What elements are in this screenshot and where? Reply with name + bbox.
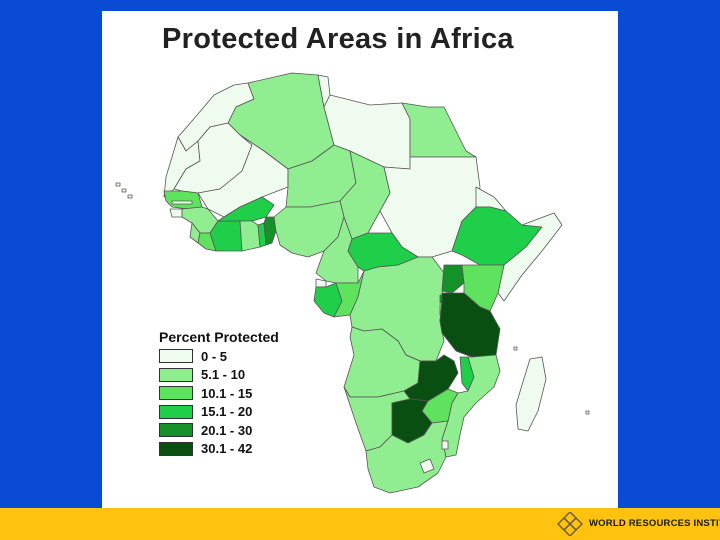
legend-label: 0 - 5: [201, 348, 228, 364]
country-somalia: [497, 212, 563, 302]
legend-title: Percent Protected: [159, 329, 279, 345]
country-gambia: [171, 200, 193, 205]
country-uganda: [441, 264, 465, 294]
legend-swatch: [159, 367, 193, 382]
africa-map: [115, 72, 590, 494]
legend-label: 15.1 - 20: [201, 404, 253, 420]
country-swaziland: [441, 440, 449, 450]
legend-swatch: [159, 404, 193, 419]
country-ghana: [239, 220, 261, 252]
country-egypt: [401, 102, 477, 158]
island-cape-verde-3: [127, 194, 133, 199]
footer-bar: WORLD RESOURCES INSTITUTE: [0, 508, 720, 540]
legend-label: 30.1 - 42: [201, 441, 253, 457]
legend-swatch: [159, 349, 193, 364]
legend-swatch: [159, 441, 193, 456]
legend-item: 0 - 5: [159, 347, 319, 366]
map-panel: Protected Areas in Africa: [102, 11, 618, 508]
country-lesotho: [419, 458, 435, 474]
country-madagascar: [515, 356, 547, 432]
island-cape-verde-2: [121, 188, 127, 193]
island-comoros: [513, 346, 518, 351]
legend-item: 5.1 - 10: [159, 366, 319, 385]
legend-label: 20.1 - 30: [201, 422, 253, 438]
legend-item: 20.1 - 30: [159, 421, 319, 440]
country-senegal: [163, 190, 203, 210]
map-title: Protected Areas in Africa: [162, 23, 514, 55]
country-guinea-bissau: [169, 208, 183, 218]
legend-item: 15.1 - 20: [159, 403, 319, 422]
legend-item: 30.1 - 42: [159, 440, 319, 459]
map-legend: Percent Protected 0 - 5 5.1 - 10 10.1 - 15…: [159, 329, 319, 458]
legend-label: 10.1 - 15: [201, 385, 253, 401]
legend-swatch: [159, 423, 193, 438]
legend-label: 5.1 - 10: [201, 367, 246, 383]
wri-name: WORLD RESOURCES INSTITUTE: [589, 518, 720, 529]
wri-logo-icon: [557, 512, 583, 536]
country-south-africa: [365, 420, 449, 494]
island-cape-verde-1: [115, 182, 121, 187]
country-cote-divoire: [209, 220, 243, 252]
island-mauritius: [585, 410, 590, 415]
legend-item: 10.1 - 15: [159, 384, 319, 403]
legend-swatch: [159, 386, 193, 401]
